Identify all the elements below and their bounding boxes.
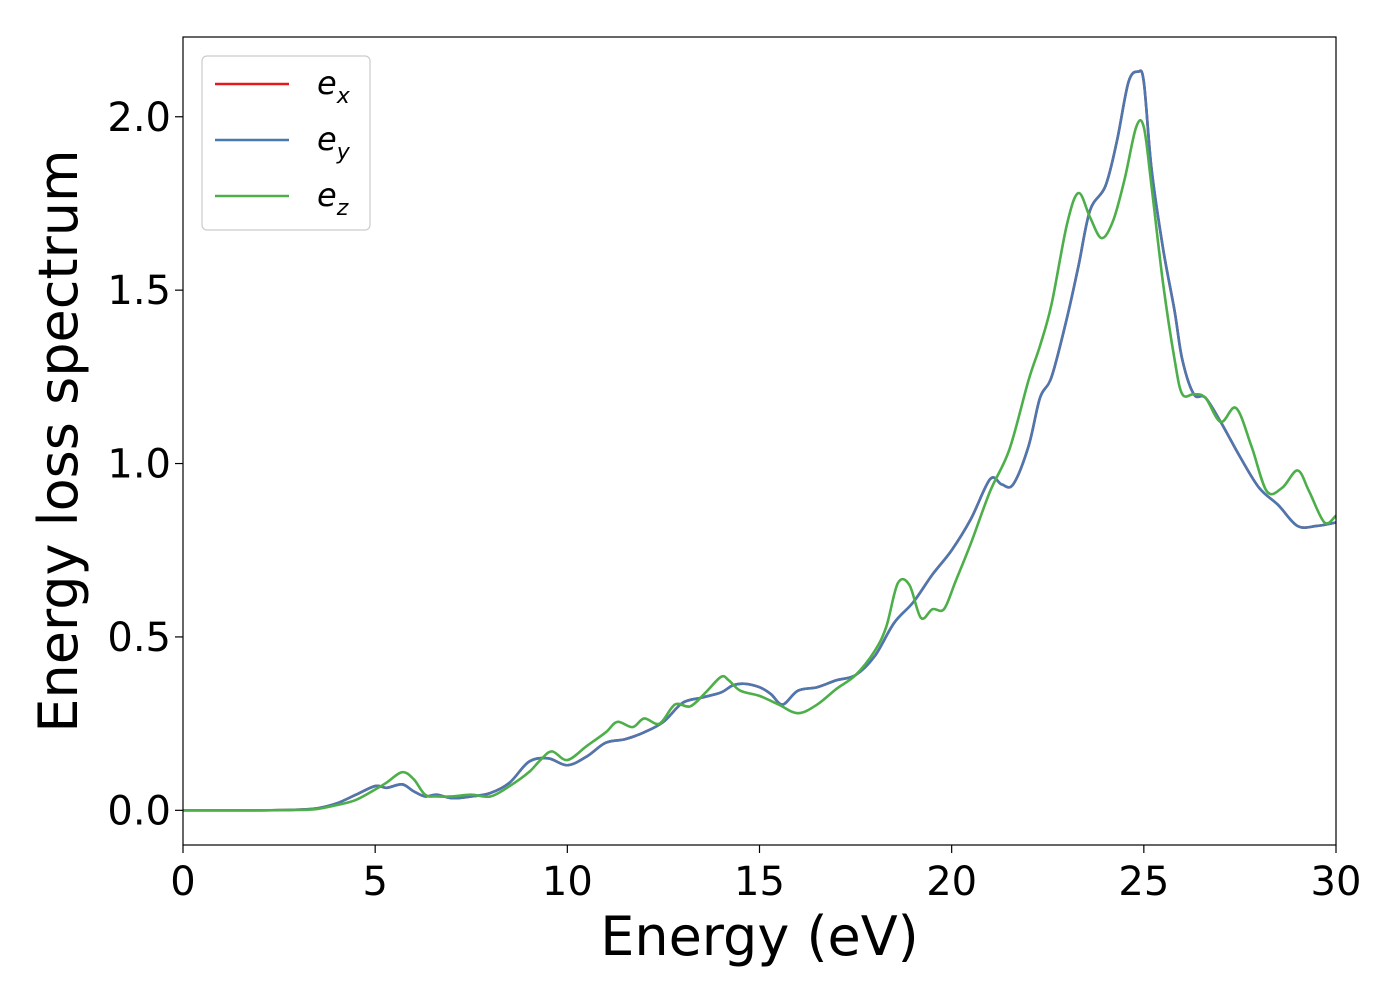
x-tick-label: 25 [1118,859,1169,905]
legend-label-ey: ey [317,120,351,165]
series-layer [183,69,1336,812]
legend-label-ex: ex [317,64,351,109]
x-tick-label: 5 [362,859,387,905]
y-tick-label: 0.0 [107,788,171,834]
y-tick-label: 1.0 [107,442,171,488]
x-tick-label: 20 [926,859,977,905]
legend-box [201,55,371,231]
x-tick-label: 0 [170,859,195,905]
y-tick-label: 0.5 [107,615,171,661]
x-tick-label: 10 [542,859,593,905]
y-tick-label: 1.5 [107,268,171,314]
x-axis-label: Energy (eV) [600,905,919,968]
y-tick-label: 2.0 [107,95,171,141]
y-axis-label: Energy loss spectrum [27,149,90,732]
x-axis-ticks: 0 5 10 15 20 25 30 [170,845,1361,905]
x-tick-label: 15 [734,859,785,905]
y-axis-ticks: 0.0 0.5 1.0 1.5 2.0 [107,95,183,834]
series-line-ez [183,118,1336,812]
x-tick-label: 30 [1311,859,1362,905]
